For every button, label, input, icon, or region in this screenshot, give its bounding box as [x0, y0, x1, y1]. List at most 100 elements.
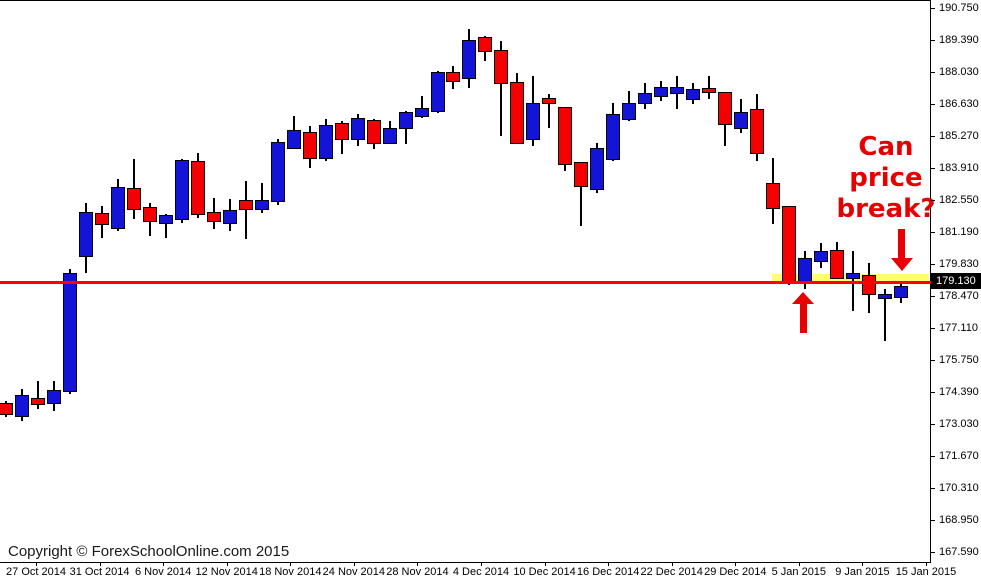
candle-body [254, 199, 269, 210]
price-tick-mark [931, 328, 935, 329]
date-tick-mark [925, 562, 927, 566]
candle-body [494, 50, 509, 84]
candle-body [238, 199, 253, 210]
candle-body [142, 206, 157, 223]
price-tick-mark [931, 72, 935, 73]
candle-body [862, 275, 877, 295]
annotation-line-1: Can [858, 132, 914, 162]
date-tick-mark [36, 562, 37, 566]
candle-wick [580, 163, 583, 227]
date-tick-label: 15 Jan 2015 [895, 566, 957, 578]
date-tick-mark [798, 562, 800, 566]
candle-body [302, 132, 317, 159]
price-tick-label: 178.470 [939, 290, 979, 302]
candle-body [526, 102, 541, 140]
candle-wick [500, 40, 503, 137]
candle-body [718, 92, 733, 126]
candle-body [14, 395, 29, 418]
candle-body [126, 187, 141, 210]
down-arrow-icon [891, 258, 913, 271]
candle-body [206, 212, 221, 223]
candle-body [814, 251, 829, 263]
annotation-can-price-break: Can price break? [816, 132, 956, 225]
price-tick-label: 171.670 [939, 450, 979, 462]
candle-body [94, 213, 109, 225]
candle-body [542, 97, 557, 104]
date-tick-mark [226, 562, 228, 566]
date-tick-label: 4 Dec 2014 [452, 566, 510, 578]
date-tick-label: 12 Nov 2014 [195, 566, 258, 578]
candle-body [398, 112, 413, 130]
annotation-line-3: break? [836, 194, 936, 224]
date-tick-label: 31 Oct 2014 [69, 566, 130, 578]
candle-body [62, 272, 77, 392]
date-tick-mark [735, 562, 737, 566]
candle-body [334, 123, 349, 140]
candle-body [798, 257, 813, 282]
date-tick-label: 10 Dec 2014 [513, 566, 576, 578]
candle-body [878, 294, 892, 299]
candle-body [222, 210, 237, 224]
candle-body [270, 141, 285, 202]
candlestick-plot-area: Can price break? [0, 0, 936, 563]
candle-body [846, 272, 861, 279]
candle-body [446, 71, 461, 83]
date-tick-mark [480, 562, 482, 566]
candle-body [158, 214, 173, 224]
candle-body [318, 124, 333, 159]
up-arrow-shaft [800, 303, 807, 333]
candle-wick [244, 180, 247, 239]
price-tick-mark [931, 264, 935, 265]
price-tick-label: 185.270 [939, 130, 979, 142]
candle-body [622, 102, 637, 120]
price-tick-mark [931, 232, 935, 233]
candle-body [0, 403, 13, 415]
price-tick-mark [931, 104, 935, 105]
price-tick-mark [931, 488, 935, 489]
date-tick-mark [417, 562, 419, 566]
date-tick-label: 6 Nov 2014 [134, 566, 192, 578]
candle-wick [548, 94, 551, 129]
price-tick-label: 188.030 [939, 66, 979, 78]
price-tick-mark [931, 200, 935, 201]
candle-body [750, 109, 765, 154]
candle-body [782, 206, 797, 282]
candle-body [638, 93, 653, 104]
candle-wick [164, 214, 167, 238]
date-tick-label: 9 Jan 2015 [835, 566, 890, 578]
date-tick-mark [290, 562, 292, 566]
candle-wick [36, 381, 39, 409]
candle-body [462, 39, 477, 80]
price-tick-mark [931, 456, 935, 457]
candle-body [174, 159, 189, 220]
candle-body [30, 397, 45, 406]
candle-body [590, 147, 605, 190]
date-tick-mark [99, 562, 101, 566]
price-tick-label: 190.750 [939, 2, 979, 14]
candle-body [558, 106, 573, 165]
candle-wick [884, 288, 886, 341]
price-tick-label: 179.830 [939, 258, 979, 270]
candle-body [366, 120, 381, 144]
date-tick-label: 5 Jan 2015 [771, 566, 827, 578]
date-tick-label: 22 Dec 2014 [640, 566, 703, 578]
candle-body [190, 160, 205, 216]
down-arrow-shaft [898, 229, 905, 259]
price-tick-label: 173.030 [939, 418, 979, 430]
price-tick-label: 174.390 [939, 386, 979, 398]
up-arrow-icon [792, 292, 814, 304]
price-tick-mark [931, 552, 935, 553]
price-tick-label: 177.110 [939, 322, 978, 334]
candle-body [350, 117, 365, 140]
price-tick-mark [931, 392, 935, 393]
date-tick-mark [608, 562, 610, 566]
highlight-zone [772, 274, 929, 284]
candle-body [382, 128, 397, 144]
date-tick-label: 16 Dec 2014 [576, 566, 640, 578]
date-tick-mark [163, 562, 165, 566]
date-tick-mark [671, 562, 673, 566]
price-tick-mark [931, 136, 935, 137]
price-tick-label: 168.950 [939, 514, 979, 526]
date-tick-label: 18 Nov 2014 [259, 566, 322, 578]
